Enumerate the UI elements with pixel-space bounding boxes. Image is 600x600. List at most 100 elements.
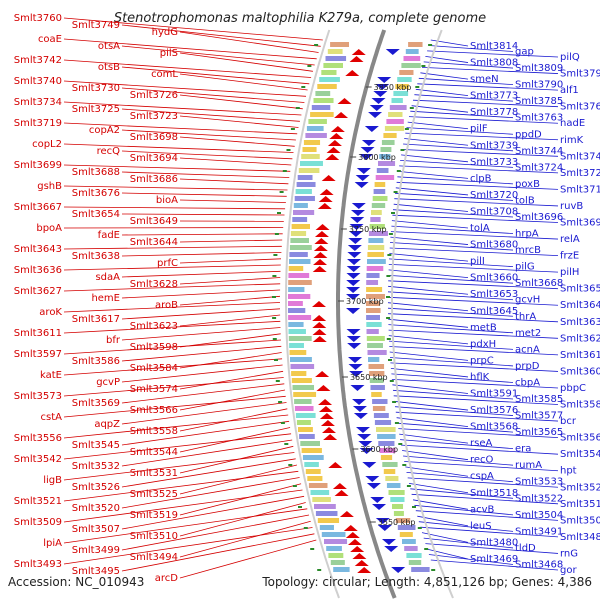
right-label-line	[388, 329, 559, 339]
reverse-gene-arrow	[381, 539, 396, 545]
cog-block	[290, 364, 315, 369]
tick-dot	[393, 191, 398, 193]
cog-block	[288, 336, 312, 341]
cog-block	[378, 441, 395, 446]
forward-gene-arrow	[357, 567, 372, 573]
reverse-gene-arrow	[347, 259, 362, 265]
right-gene-label: rumA	[515, 460, 542, 471]
forward-gene-arrow	[313, 245, 328, 251]
left-label-line	[121, 150, 293, 160]
right-gene-label: prpD	[515, 361, 540, 372]
forward-gene-arrow	[350, 546, 365, 552]
tick-dot	[273, 254, 278, 256]
tick-dot	[310, 548, 315, 550]
right-label-line	[410, 110, 514, 119]
reverse-gene-arrow	[365, 476, 380, 482]
left-label-line	[63, 122, 298, 135]
reverse-gene-arrow	[364, 126, 379, 132]
reverse-gene-arrow	[349, 371, 364, 377]
right-gene-label: gcvH	[515, 295, 540, 306]
right-label-line	[414, 504, 514, 516]
kbp-tick-label: 3600 kbp	[360, 445, 398, 454]
reverse-gene-arrow	[351, 210, 366, 216]
right-label-line	[388, 258, 514, 268]
right-label-line	[430, 559, 559, 571]
cog-block	[319, 77, 340, 82]
right-gene-label: Smlt3491	[515, 526, 563, 537]
left-label-line	[179, 295, 281, 306]
right-label-line	[417, 83, 559, 91]
left-gene-label: Smlt3623	[130, 321, 178, 332]
forward-gene-arrow	[314, 238, 329, 244]
left-label-line	[63, 80, 307, 97]
tick-dot	[388, 359, 392, 361]
right-gene-label: relA	[560, 234, 580, 245]
cog-block	[325, 56, 347, 61]
cog-block	[301, 448, 322, 453]
left-label-line	[121, 108, 300, 122]
right-label-line	[412, 99, 559, 108]
cog-block	[313, 98, 334, 103]
cog-block	[293, 392, 317, 397]
right-label-line	[391, 220, 469, 229]
right-gene-label: Smlt3790	[515, 80, 563, 91]
tick-dot	[424, 548, 429, 550]
left-label-line	[179, 73, 308, 91]
tick-dot	[386, 296, 390, 298]
right-label-line	[400, 439, 514, 450]
reverse-gene-arrow	[352, 399, 367, 405]
right-gene-label: recO	[470, 455, 494, 466]
right-gene-label: frzE	[560, 251, 579, 262]
right-label-line	[389, 253, 469, 262]
left-gene-label: Smlt3742	[14, 55, 62, 66]
right-label-line	[388, 269, 469, 279]
right-label-line	[388, 324, 514, 334]
right-label-line	[390, 362, 559, 372]
left-gene-label: hemE	[91, 293, 120, 304]
cog-block	[296, 182, 316, 187]
tick-dot	[406, 485, 411, 487]
kbp-tick-label: 3750 kbp	[349, 225, 387, 234]
left-label-line	[179, 464, 297, 495]
cog-block	[381, 140, 395, 145]
left-label-line	[121, 477, 300, 509]
left-gene-label: Smlt3545	[72, 440, 120, 451]
tick-dot	[295, 107, 300, 109]
right-gene-label: Smlt3603	[560, 366, 600, 377]
tick-dot	[415, 86, 420, 88]
inner-ring-arc	[285, 29, 340, 599]
cog-block	[324, 539, 348, 544]
left-label-line	[179, 389, 286, 411]
left-label-line	[179, 31, 319, 53]
right-label-line	[401, 154, 469, 163]
left-gene-label: Smlt3499	[72, 545, 120, 556]
left-label-line	[179, 52, 313, 72]
reverse-gene-arrow	[346, 308, 361, 314]
right-label-line	[396, 417, 469, 427]
reverse-gene-arrow	[362, 462, 377, 468]
left-label-line	[63, 283, 281, 292]
right-gene-label: Smlt3650	[560, 284, 600, 295]
left-gene-labels: Smlt3760 Smlt3749 hydG coaE otsA pilS Smlt3742…	[14, 13, 179, 584]
cog-block	[289, 259, 311, 264]
tick-dot	[428, 44, 433, 46]
right-label-line	[402, 450, 469, 461]
right-gene-label: Smlt3768	[560, 102, 600, 113]
right-gene-label: Smlt3625	[560, 333, 600, 344]
right-gene-label: Smlt3533	[515, 477, 563, 488]
reverse-gene-arrow	[371, 98, 386, 104]
cog-block	[366, 301, 381, 306]
left-gene-label: Smlt3586	[72, 356, 120, 367]
cog-block	[310, 490, 330, 495]
forward-gene-arrow	[312, 315, 327, 321]
right-label-line	[388, 275, 514, 284]
left-gene-label: Smlt3597	[14, 349, 62, 360]
right-label-line	[401, 444, 559, 455]
left-label-line	[63, 164, 291, 172]
right-gene-label: pilF	[470, 124, 488, 135]
cog-block	[330, 42, 350, 47]
right-gene-label: Smlt3728	[560, 168, 600, 179]
right-gene-label: hrpA	[515, 229, 539, 240]
